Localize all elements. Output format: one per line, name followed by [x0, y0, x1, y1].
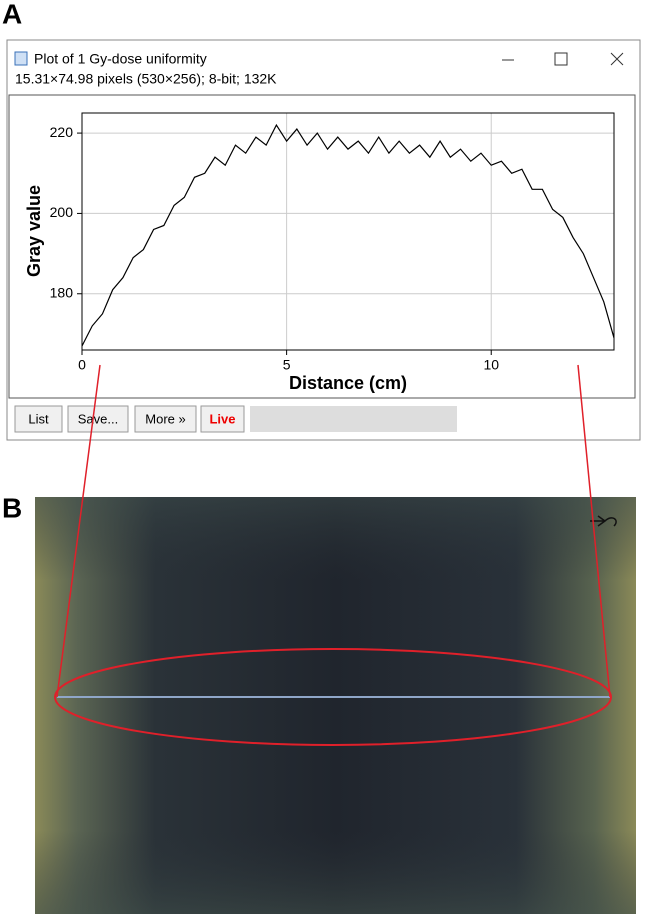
window-title: Plot of 1 Gy-dose uniformity [34, 51, 207, 67]
connector-line [56, 364, 101, 698]
y-axis-label: Gray value [24, 185, 44, 277]
close-button[interactable] [610, 52, 624, 66]
x-tick-label: 5 [283, 357, 291, 373]
button-label[interactable]: Save... [78, 411, 118, 426]
button[interactable] [14, 405, 63, 433]
roi-ellipse [54, 648, 612, 746]
window-info: 15.31×74.98 pixels (530×256); 8-bit; 132… [15, 71, 277, 87]
profile-curve [81, 123, 615, 347]
button[interactable] [134, 405, 197, 433]
y-tick-label: 180 [50, 284, 74, 300]
button-label[interactable]: Live [209, 411, 235, 426]
x-tick-label: 0 [78, 357, 86, 373]
button[interactable] [67, 405, 129, 433]
y-tick-label: 220 [50, 124, 74, 140]
panel-label: A [2, 0, 22, 29]
button-label[interactable]: List [28, 411, 49, 426]
maximize-button[interactable] [554, 52, 568, 66]
button-label[interactable]: More » [145, 411, 185, 426]
x-tick-label: 10 [483, 357, 499, 373]
app-icon [14, 51, 28, 66]
plot-frame [81, 112, 615, 351]
status-bar [250, 406, 457, 432]
plot-canvas [8, 94, 636, 399]
button[interactable] [200, 405, 245, 433]
connector-line [577, 364, 611, 698]
film-shade [35, 497, 636, 914]
panel-label: B [2, 492, 22, 523]
x-axis-label: Distance (cm) [289, 373, 407, 393]
y-tick-label: 200 [50, 204, 74, 220]
